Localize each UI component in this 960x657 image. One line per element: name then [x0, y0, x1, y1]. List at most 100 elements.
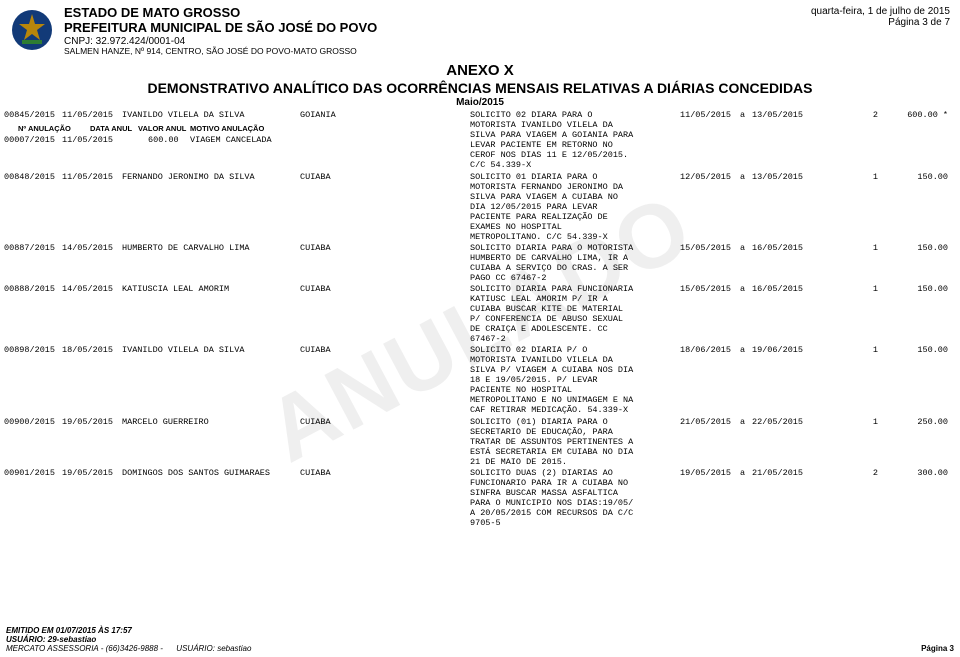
- row-data: 11/05/2015: [62, 110, 113, 120]
- row-qtd: 2: [838, 468, 878, 478]
- row-de: 15/05/2015: [680, 243, 731, 253]
- row-dest: CUIABA: [300, 243, 331, 253]
- row-nome: KATIUSCIA LEAL AMORIM: [122, 284, 229, 294]
- row-valor: 150.00: [886, 345, 948, 355]
- row-desc-line: FUNCIONARIO PARA IR A CUIABA NO: [470, 478, 628, 488]
- row-data: 14/05/2015: [62, 243, 113, 253]
- row-qtd: 2: [838, 110, 878, 120]
- row-num: 00845/2015: [4, 110, 55, 120]
- row-dest: CUIABA: [300, 172, 331, 182]
- row-de: 19/05/2015: [680, 468, 731, 478]
- row-dest: CUIABA: [300, 417, 331, 427]
- row-qtd: 1: [838, 172, 878, 182]
- footer-vendor-name: MERCATO ASSESSORIA - (66)3426-9888 -: [6, 644, 163, 653]
- colhdr-motivo: MOTIVO ANULAÇÃO: [190, 124, 264, 133]
- row-de: 18/06/2015: [680, 345, 731, 355]
- row-desc-line: 21 DE MAIO DE 2015.: [470, 457, 567, 467]
- row-data: 19/05/2015: [62, 417, 113, 427]
- header-prefeitura: PREFEITURA MUNICIPAL DE SÃO JOSÉ DO POVO: [64, 21, 377, 36]
- row-a: a: [740, 284, 745, 294]
- row-a: a: [740, 345, 745, 355]
- title-anexo: ANEXO X: [0, 62, 960, 79]
- row-num: 00848/2015: [4, 172, 55, 182]
- row-desc-line: METROPOLITANO E NO UNIMAGEM E NA: [470, 395, 633, 405]
- row-desc-line: CUIABA A SERVIÇO DO CRAS. A SER: [470, 263, 628, 273]
- row-desc-line: C/C 54.339-X: [470, 160, 531, 170]
- row-valor: 600.00 *: [886, 110, 948, 120]
- footer-user2: USUÁRIO: sebastiao: [176, 644, 251, 653]
- row-desc-line: EXAMES NO HOSPITAL: [470, 222, 562, 232]
- row-nome: IVANILDO VILELA DA SILVA: [122, 345, 244, 355]
- row-a: a: [740, 243, 745, 253]
- row-valor: 150.00: [886, 284, 948, 294]
- footer: EMITIDO EM 01/07/2015 ÀS 17:57 USUÁRIO: …: [6, 626, 954, 653]
- row-num: 00887/2015: [4, 243, 55, 253]
- row-a: a: [740, 417, 745, 427]
- row-desc-line: SOLICITO DIARIA PARA FUNCIONARIA: [470, 284, 633, 294]
- row-dest: CUIABA: [300, 345, 331, 355]
- title-demo: DEMONSTRATIVO ANALÍTICO DAS OCORRÊNCIAS …: [0, 80, 960, 96]
- row-desc-line: SOLICITO 01 DIARIA PARA O: [470, 172, 598, 182]
- row-desc-line: SOLICITO 02 DIARA PARA O: [470, 110, 592, 120]
- row-de: 12/05/2015: [680, 172, 731, 182]
- row-valor: 300.00: [886, 468, 948, 478]
- row-qtd: 1: [838, 243, 878, 253]
- row-nome: HUMBERTO DE CARVALHO LIMA: [122, 243, 250, 253]
- row-desc-line: CEROF NOS DIAS 11 E 12/05/2015.: [470, 150, 628, 160]
- row-desc-line: SOLICITO DUAS (2) DIARIAS AO: [470, 468, 613, 478]
- row-valor: 250.00: [886, 417, 948, 427]
- row-desc-line: 9705-5: [470, 518, 501, 528]
- seal-icon: [8, 6, 56, 54]
- row-num: 00898/2015: [4, 345, 55, 355]
- colhdr-num: Nº ANULAÇÃO: [18, 124, 71, 133]
- row-nome: FERNANDO JERONIMO DA SILVA: [122, 172, 255, 182]
- header-date: quarta-feira, 1 de julho de 2015: [811, 6, 950, 17]
- row-desc-line: LEVAR PACIENTE EM RETORNO NO: [470, 140, 613, 150]
- row-desc-line: 67467-2: [470, 334, 506, 344]
- row-desc-line: A 20/05/2015 COM RECURSOS DA C/C: [470, 508, 633, 518]
- footer-vendor: MERCATO ASSESSORIA - (66)3426-9888 - USU…: [6, 644, 954, 653]
- sub-valor: 600.00: [148, 135, 179, 145]
- row-de: 15/05/2015: [680, 284, 731, 294]
- row-desc-line: HUMBERTO DE CARVALHO LIMA, IR A: [470, 253, 628, 263]
- row-a: a: [740, 468, 745, 478]
- row-qtd: 1: [838, 345, 878, 355]
- row-desc-line: MOTORISTA IVANILDO VILELA DA: [470, 120, 613, 130]
- row-dest: CUIABA: [300, 284, 331, 294]
- sub-motivo: VIAGEM CANCELADA: [190, 135, 272, 145]
- row-data: 14/05/2015: [62, 284, 113, 294]
- footer-pagina: Página 3: [921, 644, 954, 653]
- row-desc-line: SILVA PARA VIAGEM A GOIANIA PARA: [470, 130, 633, 140]
- row-a: a: [740, 110, 745, 120]
- row-num: 00900/2015: [4, 417, 55, 427]
- row-desc-line: PACIENTE PARA REALIZAÇÃO DE: [470, 212, 608, 222]
- row-nome: IVANILDO VILELA DA SILVA: [122, 110, 244, 120]
- row-desc-line: KATIUSC LEAL AMORIM P/ IR A: [470, 294, 608, 304]
- row-desc-line: PARA O MUNICIPIO NOS DIAS:19/05/: [470, 498, 633, 508]
- header-pagina: Página 3 de 7: [811, 17, 950, 28]
- header-date-block: quarta-feira, 1 de julho de 2015 Página …: [811, 6, 950, 28]
- row-desc-line: PAGO CC 67467-2: [470, 273, 547, 283]
- row-desc-line: ESTÁ SECRETARIA EM CUIABA NO DIA: [470, 447, 633, 457]
- row-ate: 13/05/2015: [752, 172, 803, 182]
- row-desc-line: SOLICITO DIARIA PARA O MOTORISTA: [470, 243, 633, 253]
- row-nome: DOMINGOS DOS SANTOS GUIMARAES: [122, 468, 270, 478]
- row-num: 00888/2015: [4, 284, 55, 294]
- header-block: ESTADO DE MATO GROSSO PREFEITURA MUNICIP…: [64, 6, 377, 57]
- row-ate: 19/06/2015: [752, 345, 803, 355]
- header-address: SALMEN HANZE, Nº 914, CENTRO, SÃO JOSÉ D…: [64, 47, 377, 57]
- row-qtd: 1: [838, 284, 878, 294]
- row-ate: 21/05/2015: [752, 468, 803, 478]
- row-desc-line: SILVA P/ VIAGEM A CUIABA NOS DIA: [470, 365, 633, 375]
- footer-emitted: EMITIDO EM 01/07/2015 ÀS 17:57: [6, 626, 954, 635]
- row-a: a: [740, 172, 745, 182]
- row-ate: 16/05/2015: [752, 284, 803, 294]
- row-desc-line: METROPOLITANO. C/C 54.339-X: [470, 232, 608, 242]
- header-state: ESTADO DE MATO GROSSO: [64, 6, 377, 21]
- row-data: 11/05/2015: [62, 172, 113, 182]
- row-desc-line: MOTORISTA FERNANDO JERONIMO DA: [470, 182, 623, 192]
- row-desc-line: SINFRA BUSCAR MASSA ASFALTICA: [470, 488, 618, 498]
- row-desc-line: SECRETARIO DE EDUCAÇÃO, PARA: [470, 427, 613, 437]
- colhdr-data: DATA ANUL: [90, 124, 132, 133]
- row-dest: GOIANIA: [300, 110, 336, 120]
